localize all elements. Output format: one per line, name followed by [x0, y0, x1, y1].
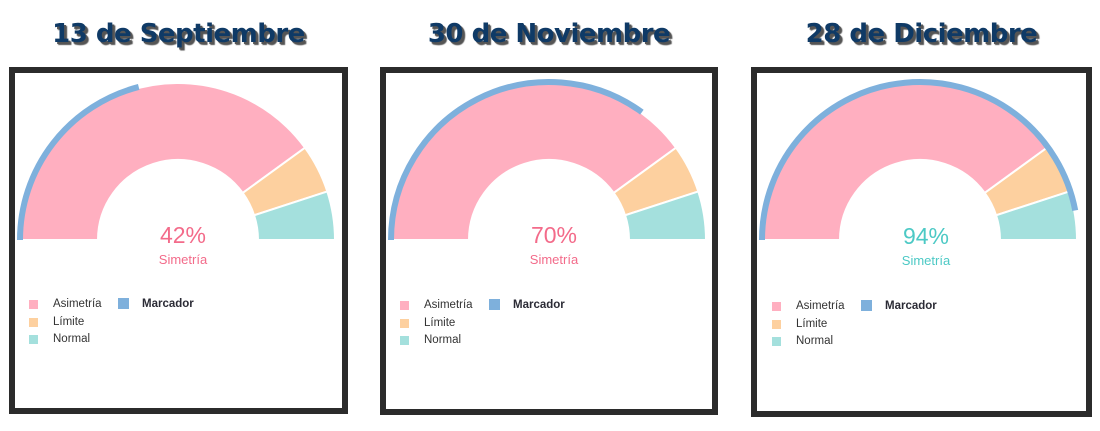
legend-label: Asimetría: [53, 298, 102, 310]
gauge-chart-2: [388, 79, 708, 241]
gauge-value: 42%: [159, 222, 207, 248]
gauge-value: 94%: [902, 223, 950, 249]
gauge-marker-arc: [17, 84, 140, 241]
gauge-label: Simetría: [158, 252, 208, 267]
legend-label: Límite: [796, 318, 828, 330]
panel-title-2: 30 de Noviembre: [427, 19, 671, 49]
gauge-marker-arc: [759, 79, 1079, 241]
swatch-normal: [29, 335, 38, 344]
swatch-asimetria: [772, 302, 781, 311]
panel-title-3: 28 de Diciembre: [805, 19, 1038, 49]
swatch-limite: [400, 319, 409, 328]
gauge-label: Simetría: [901, 253, 951, 268]
swatch-marcador: [118, 298, 129, 309]
legend-label: Límite: [53, 316, 85, 328]
legend-label: Normal: [424, 334, 462, 346]
gauge-panel-2: 70% Simetría Asimetría Límite Normal Mar…: [380, 67, 718, 415]
gauge-value: 70%: [530, 222, 578, 248]
legend-label: Normal: [53, 333, 91, 345]
legend-label: Asimetría: [424, 299, 473, 311]
gauge-segment-normal[interactable]: [623, 190, 708, 241]
legend-label: Asimetría: [796, 300, 845, 312]
gauge-label: Simetría: [529, 252, 579, 267]
legend-label: Marcador: [513, 299, 565, 311]
swatch-marcador: [489, 299, 500, 310]
gauge-chart-3: [759, 79, 1079, 241]
legend-label: Límite: [424, 317, 456, 329]
legend-label: Normal: [796, 335, 834, 347]
gauge-chart-1: [17, 82, 337, 241]
swatch-asimetria: [400, 301, 409, 310]
swatch-normal: [400, 336, 409, 345]
legend-label: Marcador: [142, 298, 194, 310]
swatch-limite: [772, 320, 781, 329]
swatch-asimetria: [29, 300, 38, 309]
legend-label: Marcador: [885, 300, 937, 312]
panel-title-1: 13 de Septiembre: [52, 19, 305, 49]
gauge-panel-3: 94% Simetría Asimetría Límite Normal Mar…: [751, 67, 1092, 417]
swatch-limite: [29, 318, 38, 327]
swatch-marcador: [861, 300, 872, 311]
gauge-segment-normal[interactable]: [252, 190, 337, 241]
gauge-panel-1: 42% Simetría Asimetría Límite Normal Mar…: [9, 67, 348, 414]
swatch-normal: [772, 337, 781, 346]
gauge-marker-arc: [388, 79, 644, 241]
